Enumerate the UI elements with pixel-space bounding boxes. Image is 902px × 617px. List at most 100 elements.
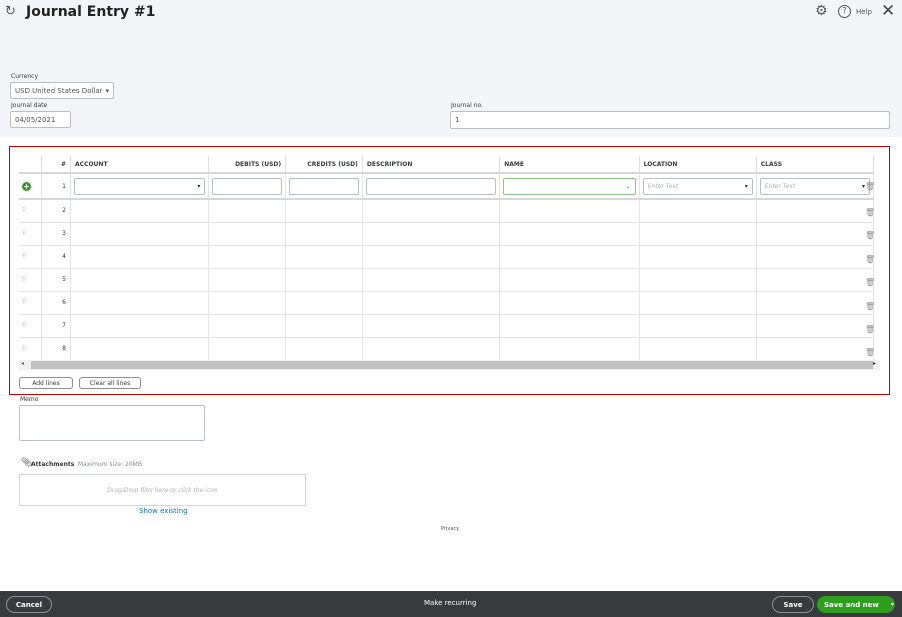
description-input[interactable] xyxy=(365,177,497,195)
account-cell[interactable] xyxy=(70,199,210,223)
debits-cell[interactable] xyxy=(208,291,287,315)
name-cell[interactable] xyxy=(499,337,640,361)
account-cell[interactable] xyxy=(70,268,210,292)
scroll-left-icon[interactable]: ◂ xyxy=(21,360,25,367)
location-cell[interactable] xyxy=(639,291,757,315)
class-cell[interactable] xyxy=(756,245,875,269)
table-row[interactable]: ⠿ 2 xyxy=(19,199,875,223)
account-cell[interactable] xyxy=(70,245,210,269)
journal-date-input[interactable]: 04/05/2021 xyxy=(10,111,71,128)
description-cell[interactable] xyxy=(362,199,501,223)
class-cell[interactable] xyxy=(756,314,875,338)
privacy-link[interactable]: Privacy xyxy=(441,526,460,532)
location-cell[interactable]: Enter Text ▾ xyxy=(639,173,757,200)
debits-cell[interactable] xyxy=(208,337,287,361)
table-row[interactable]: ⠿ 7 xyxy=(19,314,875,338)
credits-cell[interactable] xyxy=(285,199,363,223)
account-cell[interactable] xyxy=(70,337,210,361)
name-select[interactable]: ⌄ xyxy=(503,177,636,195)
description-cell[interactable] xyxy=(362,314,501,338)
trash-icon[interactable]: 🗑︎ xyxy=(865,231,876,241)
class-cell[interactable] xyxy=(756,199,875,223)
dropdown-arrow-icon[interactable]: ▾ xyxy=(890,601,894,608)
gear-icon[interactable]: ⚙ xyxy=(815,3,828,19)
make-recurring-link[interactable]: Make recurring xyxy=(424,599,477,607)
name-cell[interactable] xyxy=(499,314,640,338)
scrollbar-thumb[interactable] xyxy=(31,361,873,369)
description-cell[interactable] xyxy=(362,291,501,315)
table-row[interactable]: + 1 ▾ ⌄ Enter Text ▾ Enter Text ▾ xyxy=(19,173,875,200)
class-cell[interactable]: Enter Text ▾ xyxy=(756,173,875,200)
drag-handle-icon[interactable]: ⠿ xyxy=(19,222,42,246)
attachment-dropzone[interactable]: Drag/Drop files here or click the icon xyxy=(19,474,306,506)
credits-cell[interactable] xyxy=(285,245,363,269)
horizontal-scrollbar[interactable]: ◂ ▸ xyxy=(19,360,880,370)
location-cell[interactable] xyxy=(639,199,757,223)
trash-icon[interactable]: 🗑︎ xyxy=(865,348,876,358)
name-cell[interactable] xyxy=(499,268,640,292)
location-cell[interactable] xyxy=(639,314,757,338)
location-select[interactable]: Enter Text ▾ xyxy=(642,177,753,195)
help-link[interactable]: Help xyxy=(856,8,872,16)
account-select[interactable]: ▾ xyxy=(74,177,206,195)
class-cell[interactable] xyxy=(756,222,875,246)
account-cell[interactable] xyxy=(70,314,210,338)
save-button[interactable]: Save xyxy=(772,596,814,613)
show-existing-link[interactable]: Show existing xyxy=(139,507,188,515)
trash-icon[interactable]: 🗑︎ xyxy=(865,325,876,334)
trash-icon[interactable]: 🗑︎ xyxy=(865,208,876,217)
debits-cell[interactable] xyxy=(208,222,287,246)
drag-handle-icon[interactable]: ⠿ xyxy=(19,314,42,338)
credits-cell[interactable] xyxy=(285,314,363,338)
name-cell[interactable]: ⌄ xyxy=(499,173,640,200)
drag-handle-icon[interactable]: ⠿ xyxy=(19,245,42,269)
name-cell[interactable] xyxy=(499,199,640,223)
account-cell[interactable] xyxy=(70,222,210,246)
currency-select[interactable]: USD United States Dollar ▾ xyxy=(10,82,114,99)
class-select[interactable]: Enter Text ▾ xyxy=(759,177,870,195)
account-cell[interactable] xyxy=(70,291,210,315)
table-row[interactable]: ⠿ 8 xyxy=(19,337,875,361)
help-icon[interactable]: ? xyxy=(838,5,851,18)
debits-cell[interactable] xyxy=(208,268,287,292)
close-icon[interactable]: ✕ xyxy=(881,1,896,21)
name-cell[interactable] xyxy=(499,222,640,246)
account-cell[interactable]: ▾ xyxy=(70,173,210,200)
credits-cell[interactable] xyxy=(285,268,363,292)
location-cell[interactable] xyxy=(639,245,757,269)
debits-input[interactable] xyxy=(212,177,283,195)
name-cell[interactable] xyxy=(499,245,640,269)
table-row[interactable]: ⠿ 3 xyxy=(19,222,875,246)
clear-all-lines-button[interactable]: Clear all lines xyxy=(79,377,141,389)
drag-handle-icon[interactable]: ⠿ xyxy=(19,199,42,223)
location-cell[interactable] xyxy=(639,268,757,292)
debits-cell[interactable] xyxy=(208,314,287,338)
description-cell[interactable] xyxy=(362,173,501,200)
table-row[interactable]: ⠿ 6 xyxy=(19,291,875,315)
memo-textarea[interactable] xyxy=(19,405,205,441)
credits-cell[interactable] xyxy=(285,222,363,246)
save-and-new-button[interactable]: Save and new ▾ xyxy=(817,596,895,613)
credits-cell[interactable] xyxy=(285,173,363,200)
class-cell[interactable] xyxy=(756,291,875,315)
trash-icon[interactable]: 🗑︎ xyxy=(865,254,876,264)
description-cell[interactable] xyxy=(362,245,501,269)
drag-handle-icon[interactable]: ⠿ xyxy=(19,268,42,292)
debits-cell[interactable] xyxy=(208,245,287,269)
name-cell[interactable] xyxy=(499,291,640,315)
description-cell[interactable] xyxy=(362,222,501,246)
trash-icon[interactable]: 🗑︎ xyxy=(865,278,876,288)
trash-icon[interactable]: 🗑︎ xyxy=(865,301,876,311)
journal-no-input[interactable]: 1 xyxy=(450,111,890,129)
debits-cell[interactable] xyxy=(208,173,287,200)
table-row[interactable]: ⠿ 5 xyxy=(19,268,875,292)
debits-cell[interactable] xyxy=(208,199,287,223)
drag-handle-icon[interactable]: ⠿ xyxy=(19,337,42,361)
cancel-button[interactable]: Cancel xyxy=(6,596,52,613)
location-cell[interactable] xyxy=(639,222,757,246)
location-cell[interactable] xyxy=(639,337,757,361)
description-cell[interactable] xyxy=(362,268,501,292)
credits-cell[interactable] xyxy=(285,291,363,315)
credits-input[interactable] xyxy=(289,177,359,195)
scroll-right-icon[interactable]: ▸ xyxy=(873,360,877,367)
